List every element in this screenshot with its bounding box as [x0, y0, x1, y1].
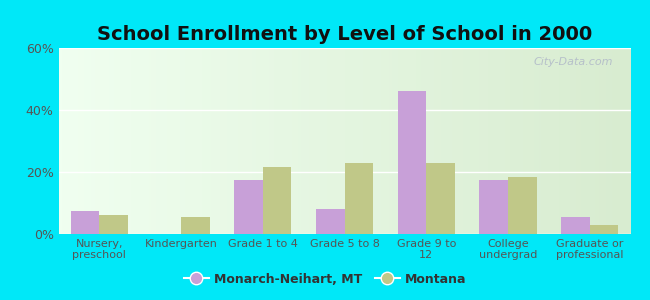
- Bar: [561, 217, 590, 234]
- Bar: [263, 167, 291, 234]
- Legend: Monarch-Neihart, MT, Montana: Monarch-Neihart, MT, Montana: [179, 268, 471, 291]
- Bar: [99, 215, 128, 234]
- Bar: [316, 209, 344, 234]
- Title: School Enrollment by Level of School in 2000: School Enrollment by Level of School in …: [97, 25, 592, 44]
- Bar: [181, 217, 210, 234]
- Bar: [71, 211, 99, 234]
- Text: City-Data.com: City-Data.com: [534, 57, 614, 67]
- Bar: [426, 163, 455, 234]
- Bar: [234, 180, 263, 234]
- Bar: [344, 163, 373, 234]
- Bar: [590, 225, 618, 234]
- Bar: [508, 177, 536, 234]
- Bar: [398, 92, 426, 234]
- Bar: [479, 180, 508, 234]
